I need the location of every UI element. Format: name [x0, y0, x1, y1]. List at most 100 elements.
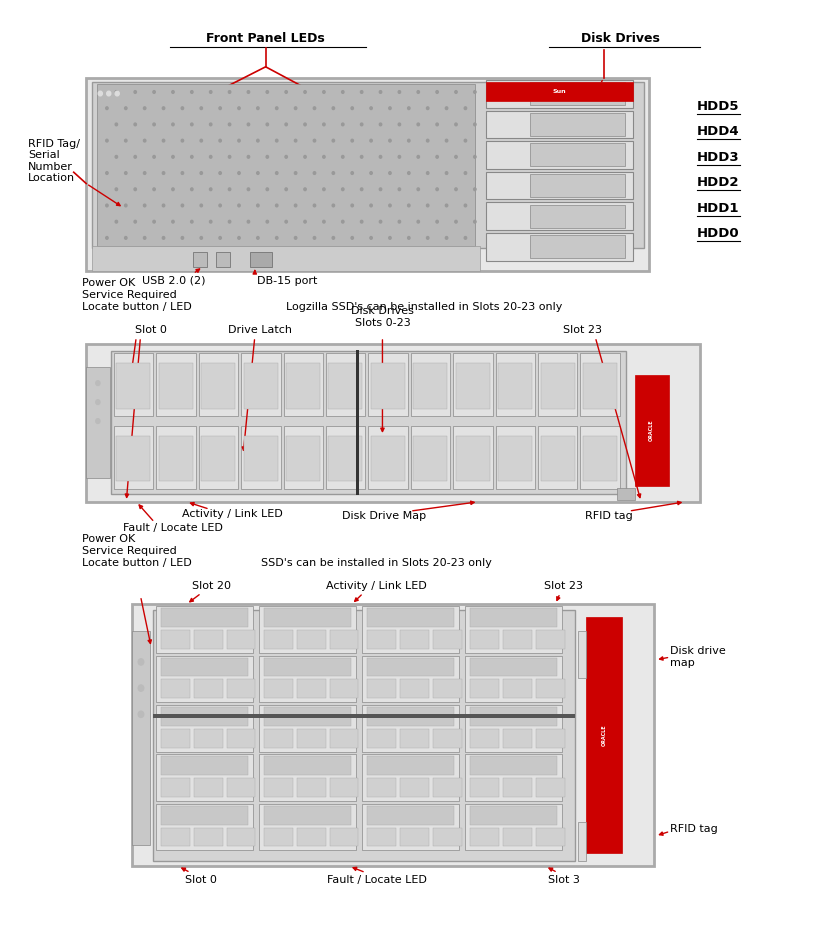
Text: Fault / Locate LED: Fault / Locate LED	[123, 524, 223, 533]
Circle shape	[323, 155, 325, 158]
Bar	[486, 80, 633, 108]
Circle shape	[427, 237, 429, 240]
Bar	[486, 171, 633, 200]
Bar	[264, 828, 292, 847]
Bar	[456, 436, 490, 481]
Circle shape	[370, 139, 372, 142]
Bar	[286, 436, 320, 481]
Text: Slot 0: Slot 0	[186, 875, 218, 884]
Circle shape	[313, 237, 316, 240]
Bar	[264, 707, 351, 725]
Bar	[160, 608, 249, 627]
Circle shape	[360, 188, 363, 190]
Circle shape	[106, 107, 108, 110]
Bar	[530, 174, 625, 197]
Circle shape	[417, 123, 419, 126]
Circle shape	[407, 205, 410, 206]
Bar	[328, 436, 362, 481]
Bar	[367, 828, 396, 847]
Bar	[538, 426, 577, 489]
Bar	[502, 729, 532, 747]
Bar	[264, 658, 351, 676]
Bar	[284, 353, 323, 417]
Bar	[585, 617, 622, 853]
Circle shape	[474, 188, 476, 190]
Circle shape	[436, 155, 438, 158]
Bar	[502, 828, 532, 847]
Circle shape	[219, 171, 221, 174]
Circle shape	[238, 107, 240, 110]
Bar	[259, 804, 356, 850]
Circle shape	[276, 237, 278, 240]
Circle shape	[106, 171, 108, 174]
Circle shape	[266, 155, 269, 158]
Bar	[578, 822, 585, 861]
Circle shape	[454, 188, 457, 190]
Circle shape	[294, 107, 297, 110]
Circle shape	[134, 123, 136, 126]
Circle shape	[238, 237, 240, 240]
Bar	[97, 84, 475, 246]
Bar	[367, 757, 454, 776]
Circle shape	[285, 123, 287, 126]
Circle shape	[106, 237, 108, 240]
Bar	[530, 113, 625, 135]
Circle shape	[389, 237, 391, 240]
Circle shape	[294, 139, 297, 142]
Text: Disk drive
map: Disk drive map	[670, 646, 726, 668]
Circle shape	[445, 205, 448, 206]
Bar	[156, 426, 196, 489]
Circle shape	[266, 221, 269, 223]
Circle shape	[380, 221, 381, 223]
Bar	[264, 630, 292, 649]
Bar	[498, 436, 532, 481]
Bar	[367, 707, 454, 725]
Text: Drive Latch: Drive Latch	[228, 325, 291, 335]
Circle shape	[398, 155, 401, 158]
Circle shape	[219, 237, 221, 240]
Bar	[470, 757, 557, 776]
Bar	[297, 828, 326, 847]
Bar	[536, 630, 564, 649]
Circle shape	[332, 139, 334, 142]
Bar	[470, 729, 499, 747]
Circle shape	[219, 139, 221, 142]
Circle shape	[247, 188, 249, 190]
Circle shape	[115, 221, 118, 223]
Circle shape	[304, 91, 307, 94]
Bar	[264, 679, 292, 698]
Text: Activity / Link LED: Activity / Link LED	[182, 509, 282, 519]
Circle shape	[332, 107, 334, 110]
Bar	[259, 706, 356, 752]
Circle shape	[171, 188, 174, 190]
Bar	[286, 364, 320, 409]
Circle shape	[454, 155, 457, 158]
Circle shape	[162, 139, 165, 142]
Circle shape	[454, 221, 457, 223]
Circle shape	[257, 205, 259, 206]
Bar	[371, 436, 405, 481]
Bar	[329, 679, 359, 698]
Circle shape	[407, 139, 410, 142]
Circle shape	[134, 188, 136, 190]
Bar	[241, 353, 281, 417]
Text: SSD's can be installed in Slots 20-23 only: SSD's can be installed in Slots 20-23 on…	[261, 558, 492, 567]
Circle shape	[323, 91, 325, 94]
Bar	[264, 778, 292, 797]
Bar	[470, 806, 557, 825]
Text: Slot 20: Slot 20	[192, 581, 231, 591]
Circle shape	[465, 205, 467, 206]
Circle shape	[436, 123, 438, 126]
Circle shape	[98, 91, 102, 96]
Bar	[578, 631, 585, 678]
Circle shape	[276, 139, 278, 142]
Text: HDD0: HDD0	[697, 227, 740, 240]
Bar	[329, 828, 359, 847]
Circle shape	[351, 107, 354, 110]
Circle shape	[200, 171, 202, 174]
Circle shape	[370, 237, 372, 240]
Circle shape	[342, 221, 344, 223]
Circle shape	[153, 221, 155, 223]
Circle shape	[313, 139, 316, 142]
Circle shape	[191, 155, 193, 158]
